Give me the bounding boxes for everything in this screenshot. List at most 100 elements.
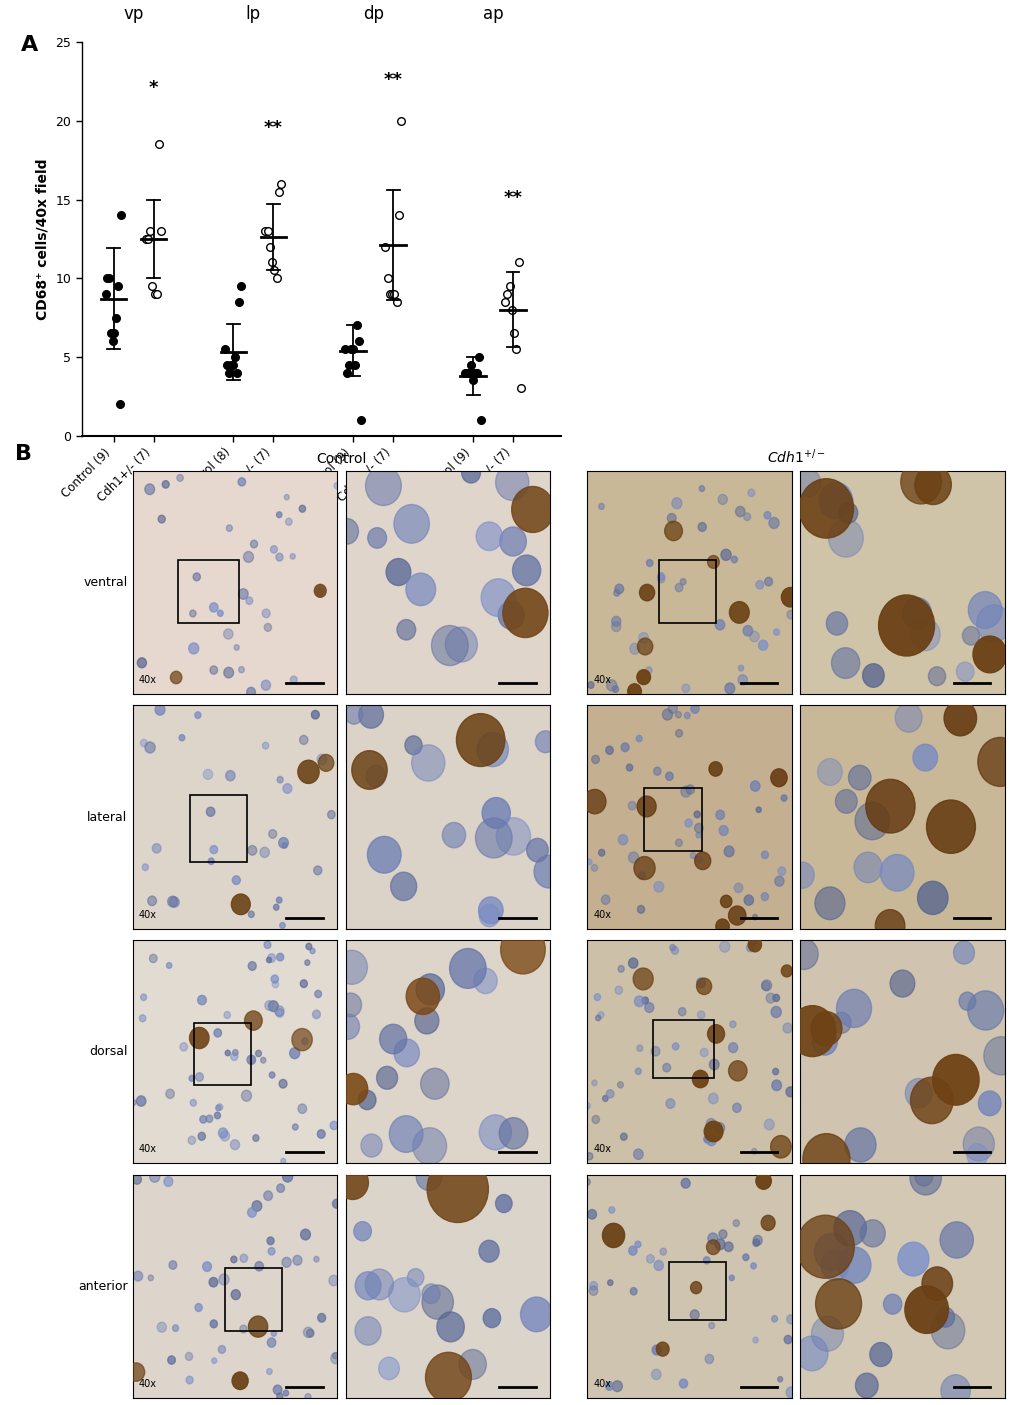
Circle shape	[770, 769, 787, 787]
Circle shape	[611, 621, 621, 632]
Circle shape	[337, 1166, 368, 1200]
Circle shape	[260, 847, 269, 857]
Circle shape	[707, 1234, 717, 1243]
Circle shape	[678, 1007, 686, 1016]
Circle shape	[914, 1166, 931, 1186]
Circle shape	[684, 819, 692, 828]
Circle shape	[921, 1267, 952, 1300]
Circle shape	[355, 1316, 381, 1345]
Circle shape	[495, 464, 528, 500]
Circle shape	[786, 1315, 794, 1324]
Circle shape	[935, 1307, 954, 1328]
Circle shape	[149, 954, 157, 962]
Circle shape	[406, 978, 439, 1014]
Circle shape	[583, 1179, 590, 1186]
Circle shape	[820, 1250, 848, 1280]
Circle shape	[817, 759, 842, 785]
Text: dp: dp	[363, 6, 383, 24]
Circle shape	[268, 829, 276, 839]
Circle shape	[653, 767, 660, 776]
Circle shape	[707, 1024, 723, 1043]
Circle shape	[314, 1256, 319, 1262]
Text: Control: Control	[316, 452, 366, 466]
Circle shape	[680, 579, 686, 584]
Circle shape	[703, 1135, 710, 1142]
Circle shape	[352, 750, 387, 790]
Circle shape	[879, 854, 913, 891]
Circle shape	[708, 1059, 718, 1069]
Circle shape	[302, 1038, 308, 1045]
Circle shape	[734, 884, 742, 892]
Circle shape	[853, 851, 881, 882]
Circle shape	[814, 887, 844, 920]
Circle shape	[231, 1290, 240, 1300]
Circle shape	[300, 979, 307, 988]
Circle shape	[698, 486, 704, 492]
Circle shape	[155, 704, 165, 715]
Circle shape	[316, 589, 323, 596]
Circle shape	[707, 555, 718, 569]
Circle shape	[261, 1058, 266, 1064]
Circle shape	[306, 943, 312, 950]
Circle shape	[758, 641, 767, 651]
Circle shape	[909, 1161, 941, 1196]
Text: A: A	[20, 35, 38, 55]
Circle shape	[905, 1079, 931, 1109]
Circle shape	[284, 495, 289, 500]
Circle shape	[141, 993, 147, 1000]
Circle shape	[462, 462, 480, 483]
Circle shape	[667, 704, 677, 714]
Circle shape	[795, 469, 820, 497]
Circle shape	[271, 1331, 276, 1336]
Circle shape	[646, 559, 652, 566]
Circle shape	[675, 711, 681, 718]
Circle shape	[244, 551, 254, 562]
Circle shape	[694, 851, 710, 870]
Circle shape	[230, 1256, 236, 1263]
Circle shape	[239, 1325, 247, 1333]
Circle shape	[422, 1284, 439, 1304]
Circle shape	[152, 843, 161, 853]
Circle shape	[608, 1207, 614, 1214]
Circle shape	[203, 1262, 211, 1272]
Circle shape	[198, 995, 206, 1005]
Circle shape	[607, 1280, 612, 1286]
Circle shape	[752, 1338, 757, 1343]
Bar	[658, 561, 715, 622]
Circle shape	[917, 881, 947, 915]
Circle shape	[495, 1194, 512, 1213]
Circle shape	[977, 738, 1019, 787]
Circle shape	[591, 1116, 599, 1124]
Circle shape	[279, 923, 285, 929]
Circle shape	[502, 589, 547, 638]
Circle shape	[266, 957, 271, 962]
Circle shape	[774, 877, 784, 887]
Circle shape	[628, 1246, 637, 1255]
Circle shape	[285, 518, 291, 525]
Circle shape	[703, 1257, 709, 1265]
Circle shape	[170, 672, 181, 684]
Circle shape	[215, 1104, 221, 1111]
Circle shape	[967, 991, 1003, 1030]
Circle shape	[672, 497, 682, 509]
Circle shape	[232, 1373, 248, 1390]
Circle shape	[771, 1315, 776, 1322]
Circle shape	[825, 611, 847, 635]
Text: 40x: 40x	[593, 1145, 610, 1155]
Circle shape	[859, 1220, 884, 1246]
Circle shape	[232, 875, 240, 885]
Circle shape	[761, 981, 769, 991]
Circle shape	[802, 1134, 849, 1184]
Circle shape	[940, 1222, 972, 1257]
Circle shape	[267, 1338, 275, 1347]
Circle shape	[962, 627, 978, 645]
Text: **: **	[503, 190, 522, 208]
Circle shape	[703, 1121, 722, 1142]
Circle shape	[330, 1353, 340, 1364]
Circle shape	[602, 1096, 607, 1102]
Circle shape	[179, 1043, 187, 1051]
Circle shape	[708, 762, 721, 776]
Circle shape	[714, 1123, 723, 1134]
Circle shape	[281, 1257, 290, 1267]
Circle shape	[731, 556, 737, 563]
